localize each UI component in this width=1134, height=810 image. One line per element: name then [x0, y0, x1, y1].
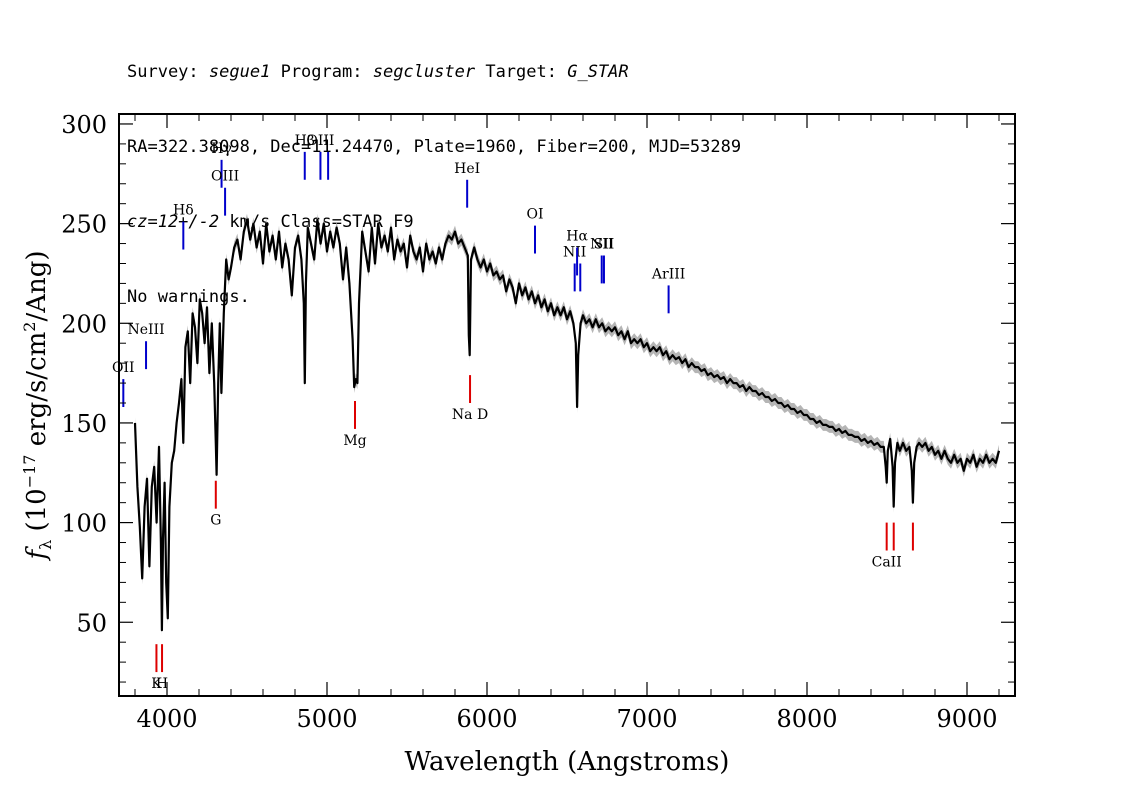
y-axis-pre: (10	[22, 488, 52, 540]
header-line-2: RA=322.38098, Dec=11.24470, Plate=1960, …	[127, 137, 742, 157]
absorption-line-label: G	[210, 513, 221, 529]
axis-ticks	[119, 114, 1015, 696]
absorption-line-label: Mg	[343, 433, 366, 449]
spectrum-header: Survey: segue1 Program: segcluster Targe…	[127, 10, 741, 335]
absorption-line-label: CaII	[872, 555, 902, 571]
x-tick-label: 8000	[776, 705, 837, 733]
emission-line-label: NII	[563, 244, 586, 260]
emission-line-label: ArIII	[651, 266, 685, 282]
absorption-line-label: K	[151, 676, 162, 692]
target-label: Target:	[485, 62, 557, 82]
plot-frame	[118, 113, 1016, 697]
emission-line-label: Hα	[566, 229, 588, 245]
y-axis-post: /Ang)	[22, 250, 52, 321]
emission-line-label: OIII	[306, 133, 334, 149]
redshift-value: cz=12+/-2	[127, 212, 220, 232]
class-text: km/s Class=STAR F9	[219, 212, 414, 232]
y-tick-label: 200	[61, 310, 107, 338]
y-axis-lambda-sub: λ	[36, 540, 55, 550]
emission-line-label: NeIII	[127, 322, 164, 338]
x-tick-label: 6000	[456, 705, 517, 733]
emission-line-label: NII	[590, 237, 613, 253]
error-band-layer	[135, 213, 999, 637]
y-tick-label: 250	[61, 211, 107, 239]
x-axis-title: Wavelength (Angstroms)	[405, 747, 730, 777]
emission-line-label: Hδ	[173, 203, 194, 219]
y-tick-label: 50	[76, 609, 107, 637]
emission-line-label: Hγ	[211, 141, 232, 157]
spectrum-line	[133, 218, 1001, 632]
emission-line-label: Hβ	[295, 133, 315, 149]
y-axis-exp2: 2	[20, 322, 39, 332]
y-tick-label: 150	[61, 410, 107, 438]
absorption-line-label: H	[156, 676, 168, 692]
program-value: segcluster	[372, 62, 476, 82]
x-tick-label: 4000	[136, 705, 197, 733]
y-tick-label: 300	[61, 111, 107, 139]
y-axis-exp1: −17	[20, 455, 39, 489]
y-tick-label: 100	[61, 510, 107, 538]
emission-line-label: OII	[112, 360, 135, 376]
error-band	[135, 213, 999, 637]
x-tick-label: 9000	[936, 705, 997, 733]
y-axis-mid: erg/s/cm	[22, 332, 52, 455]
y-axis-title: fλ (10−17 erg/s/cm2/Ang)	[20, 250, 55, 561]
survey-value: segue1	[208, 62, 271, 82]
header-line-1: Survey: segue1 Program: segcluster Targe…	[127, 60, 741, 85]
header-line-4: No warnings.	[127, 287, 250, 307]
absorption-line-label: Na D	[452, 407, 488, 423]
x-tick-label: 5000	[296, 705, 357, 733]
emission-line-label: HeI	[454, 161, 480, 177]
spectrum-layer	[133, 218, 1001, 632]
emission-line-label: OIII	[211, 169, 239, 185]
axis-tick-labels: 4000 5000 6000 7000 8000 9000 50 100 150 200 250 30…	[61, 111, 997, 733]
emission-line-label: OI	[526, 207, 543, 223]
x-tick-label: 7000	[616, 705, 677, 733]
header-line-3: cz=12+/-2 km/s Class=STAR F9	[127, 210, 741, 235]
survey-label: Survey:	[127, 62, 199, 82]
target-value: G_STAR	[567, 62, 629, 82]
emission-line-label: SII	[594, 237, 615, 253]
program-label: Program:	[280, 62, 363, 82]
